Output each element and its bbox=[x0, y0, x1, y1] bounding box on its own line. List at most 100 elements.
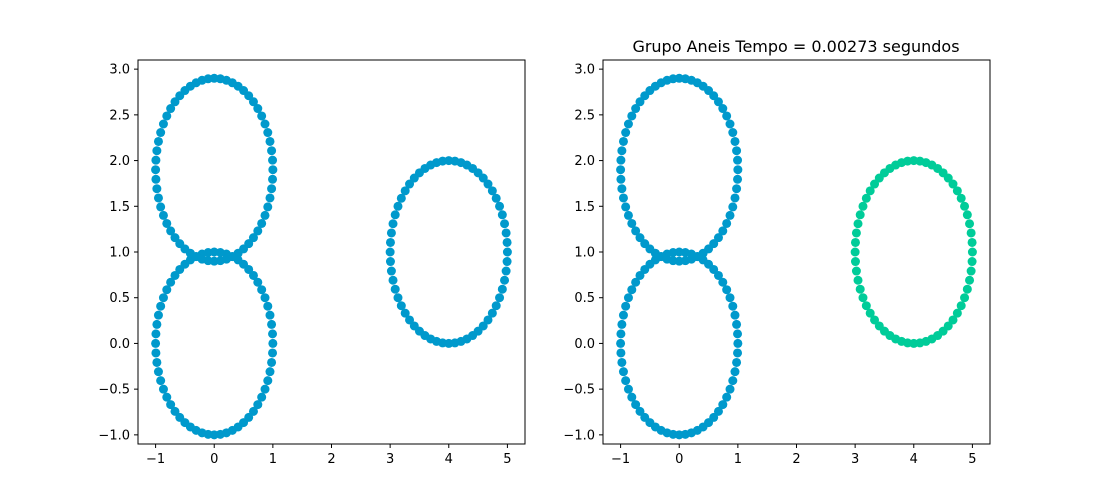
right-chart-series-1-point bbox=[713, 97, 723, 107]
right-chart-ytick-label: 0.0 bbox=[574, 337, 595, 352]
right-chart-series-2-point bbox=[965, 219, 975, 229]
left-chart-series-0-point bbox=[260, 384, 270, 394]
left-chart-series-1-point bbox=[253, 226, 263, 236]
right-chart-series-2-point bbox=[853, 219, 863, 229]
right-chart-series-1-point bbox=[631, 104, 641, 114]
right-chart-series-1-point bbox=[725, 210, 735, 220]
right-chart-series-2-point bbox=[858, 293, 868, 303]
left-chart-xtick-label: 3 bbox=[386, 452, 394, 467]
left-chart-series-0-point bbox=[257, 285, 267, 295]
left-chart-ytick-label: 3.0 bbox=[109, 63, 130, 78]
left-chart-xtick-label: 1 bbox=[269, 452, 277, 467]
left-chart-series-0-point bbox=[166, 400, 176, 410]
left-chart-series-2-point bbox=[409, 173, 419, 183]
left-chart-ytick-label: 2.5 bbox=[109, 108, 130, 123]
right-chart-ticks: −1 0 1 2 3 4 5 −1.0 −0.5 0.0 0.5 1.0 1.5 2.0 2.5 3.0 bbox=[563, 63, 976, 467]
left-chart-xtick-label: 5 bbox=[503, 452, 511, 467]
left-chart-series-0-point bbox=[166, 277, 176, 287]
right-chart-series-0-point bbox=[718, 277, 728, 287]
left-chart-series-0-point bbox=[175, 264, 185, 274]
left-chart-series-2-point bbox=[497, 284, 507, 294]
left-chart-series-2-point bbox=[501, 228, 511, 238]
right-chart-series-2-point bbox=[952, 308, 962, 318]
right-chart-series-2-point bbox=[966, 228, 976, 238]
left-chart-series-2-point bbox=[487, 308, 497, 318]
right-chart-series-1-point bbox=[616, 155, 626, 165]
left-chart-series-0-point bbox=[151, 329, 161, 339]
left-chart-series-2-point bbox=[501, 266, 511, 276]
right-chart: Grupo Aneis Tempo = 0.00273 segundos −1 0… bbox=[563, 37, 991, 467]
right-chart-xtick-label: 2 bbox=[792, 452, 800, 467]
right-chart-series-1-point bbox=[623, 210, 633, 220]
left-chart-series-1-point bbox=[166, 104, 176, 114]
right-chart-series-0-point bbox=[733, 338, 743, 348]
right-chart-series-1-point bbox=[709, 239, 719, 249]
right-chart-series-2-point bbox=[861, 193, 871, 203]
left-chart-series-2-point bbox=[405, 179, 415, 189]
right-chart-series-1-point bbox=[635, 97, 645, 107]
right-chart-series-1-point bbox=[732, 146, 742, 156]
left-chart-series-1-point bbox=[162, 218, 172, 228]
left-chart-series-1-point bbox=[265, 136, 275, 146]
right-chart-series-0-point bbox=[618, 310, 628, 320]
right-chart-series-0-point bbox=[733, 329, 743, 339]
left-chart-series-0-point bbox=[158, 384, 168, 394]
left-chart-series-1-point bbox=[265, 193, 275, 203]
left-chart-series-0-point bbox=[253, 277, 263, 287]
left-chart-markers bbox=[151, 73, 512, 440]
left-chart-ytick-label: 1.0 bbox=[109, 246, 130, 261]
left-chart: −1 0 1 2 3 4 5 −1.0 −0.5 0.0 0.5 1.0 1.5 2.0 2.5 3.0 bbox=[98, 59, 526, 467]
left-chart-series-1-point bbox=[260, 119, 270, 129]
right-chart-series-1-point bbox=[616, 174, 626, 184]
left-chart-series-2-point bbox=[385, 257, 395, 267]
right-chart-series-0-point bbox=[709, 412, 719, 422]
right-chart-series-1-point bbox=[627, 218, 637, 228]
left-chart-series-1-point bbox=[152, 184, 162, 194]
left-chart-series-1-point bbox=[257, 111, 267, 121]
left-chart-series-0-point bbox=[265, 367, 275, 377]
right-chart-series-0-point bbox=[732, 319, 742, 329]
left-chart-ytick-label: −1.0 bbox=[98, 428, 130, 443]
right-chart-series-2-point bbox=[851, 228, 861, 238]
left-chart-ytick-label: 1.5 bbox=[109, 200, 130, 215]
right-chart-series-1-point bbox=[618, 136, 628, 146]
left-chart-series-0-point bbox=[156, 301, 166, 311]
left-chart-series-2-point bbox=[502, 237, 512, 247]
left-chart-series-0-point bbox=[268, 348, 278, 358]
left-chart-series-1-point bbox=[267, 146, 277, 156]
right-chart-series-1-point bbox=[617, 146, 627, 156]
left-chart-series-0-point bbox=[263, 301, 273, 311]
left-chart-series-2-point bbox=[491, 193, 501, 203]
left-chart-ytick-label: −0.5 bbox=[98, 383, 130, 398]
left-chart-series-0-point bbox=[158, 293, 168, 303]
left-chart-series-1-point bbox=[158, 210, 168, 220]
right-chart-series-0-point bbox=[713, 270, 723, 280]
left-chart-series-1-point bbox=[260, 210, 270, 220]
left-chart-series-1-point bbox=[267, 184, 277, 194]
right-chart-series-1-point bbox=[713, 233, 723, 243]
right-chart-series-2-point bbox=[952, 186, 962, 196]
left-chart-series-1-point bbox=[268, 174, 278, 184]
right-chart-ytick-label: −1.0 bbox=[563, 428, 595, 443]
right-chart-series-0-point bbox=[725, 293, 735, 303]
right-chart-series-1-point bbox=[617, 184, 627, 194]
right-chart-series-0-point bbox=[623, 293, 633, 303]
right-chart-markers bbox=[616, 73, 977, 440]
right-chart-series-0-point bbox=[722, 392, 732, 402]
left-chart-series-0-point bbox=[248, 406, 258, 416]
right-chart-series-2-point bbox=[967, 247, 977, 257]
right-chart-series-2-point bbox=[967, 237, 977, 247]
right-chart-series-2-point bbox=[865, 308, 875, 318]
left-chart-ytick-label: 2.0 bbox=[109, 154, 130, 169]
left-chart-series-2-point bbox=[400, 308, 410, 318]
right-chart-series-0-point bbox=[730, 310, 740, 320]
left-chart-series-2-point bbox=[385, 237, 395, 247]
left-chart-series-0-point bbox=[268, 329, 278, 339]
right-chart-series-2-point bbox=[855, 284, 865, 294]
left-chart-series-0-point bbox=[265, 310, 275, 320]
left-chart-series-2-point bbox=[491, 301, 501, 311]
left-chart-series-1-point bbox=[152, 146, 162, 156]
left-chart-ytick-label: 0.5 bbox=[109, 291, 130, 306]
right-chart-series-1-point bbox=[621, 128, 631, 138]
